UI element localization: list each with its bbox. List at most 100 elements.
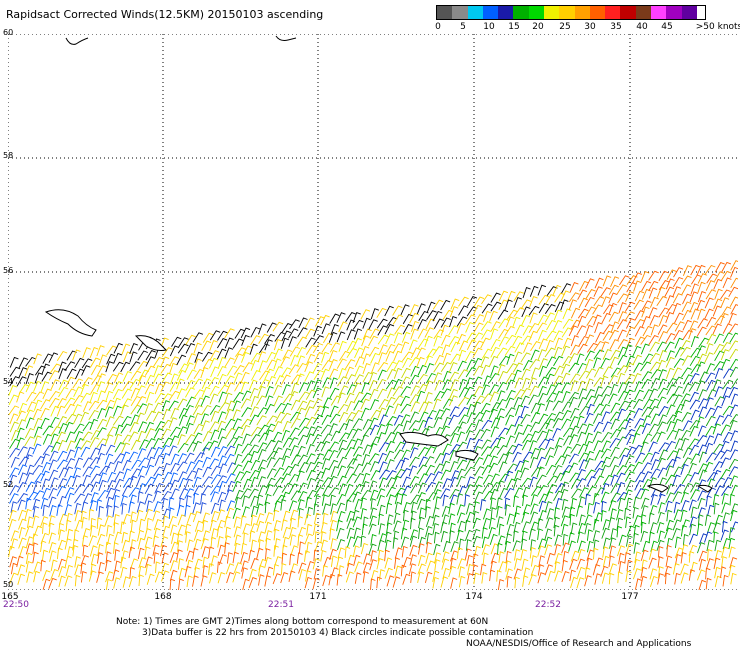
wind-barb xyxy=(224,418,236,429)
wind-barb xyxy=(50,426,62,437)
wind-barb xyxy=(360,346,370,358)
wind-barb xyxy=(465,367,477,378)
wind-barb xyxy=(201,485,212,496)
wind-barb xyxy=(169,552,179,564)
wind-barb xyxy=(690,506,698,519)
legend-swatch xyxy=(574,6,590,19)
wind-barb xyxy=(352,409,363,421)
wind-barb xyxy=(384,450,395,462)
wind-barb xyxy=(506,444,517,455)
wind-barb xyxy=(330,510,338,523)
wind-barb xyxy=(418,516,425,529)
wind-barb xyxy=(624,301,636,312)
wind-barb xyxy=(497,578,505,590)
wind-barb xyxy=(394,547,403,559)
wind-barb xyxy=(529,421,540,433)
wind-barb xyxy=(113,494,120,507)
wind-barb xyxy=(593,366,604,378)
wind-barb xyxy=(257,449,267,461)
wind-barb xyxy=(592,564,601,576)
wind-barb xyxy=(233,516,241,528)
wind-barb xyxy=(10,456,20,468)
wind-barb xyxy=(178,578,184,590)
wind-barb xyxy=(722,477,733,488)
wind-barb xyxy=(242,345,253,357)
footnote-line: NOAA/NESDIS/Office of Research and Appli… xyxy=(466,639,692,649)
wind-barb xyxy=(496,347,508,358)
wind-barb xyxy=(721,358,731,370)
wind-barb xyxy=(336,331,346,343)
wind-barb xyxy=(472,304,483,316)
wind-barb xyxy=(440,425,450,437)
wind-barb xyxy=(384,567,393,579)
wind-barb xyxy=(370,308,379,320)
wind-barb xyxy=(49,416,60,428)
wind-barb xyxy=(378,504,386,517)
wind-barb xyxy=(360,507,368,520)
wind-barb xyxy=(161,490,172,501)
wind-barb xyxy=(424,425,433,437)
wind-barb xyxy=(680,491,689,503)
wind-barb xyxy=(298,568,307,581)
wind-barb xyxy=(264,501,271,514)
wind-barb xyxy=(433,463,444,474)
wind-barb xyxy=(474,314,484,325)
wind-barb xyxy=(705,495,712,507)
wind-barb xyxy=(161,400,171,412)
wind-barb xyxy=(336,527,345,540)
wind-barb xyxy=(144,483,155,495)
wind-barb xyxy=(256,415,267,426)
wind-barb xyxy=(409,535,418,547)
wind-barb xyxy=(281,544,288,557)
wind-barb xyxy=(315,316,325,327)
wind-barb xyxy=(624,311,635,322)
wind-barb xyxy=(282,384,291,396)
wind-barb xyxy=(601,500,607,513)
wind-barb xyxy=(320,539,328,551)
wind-barb xyxy=(584,493,591,506)
wind-barb xyxy=(17,419,27,430)
wind-barb xyxy=(521,486,531,498)
legend-label: 45 xyxy=(661,22,673,32)
wind-barb xyxy=(377,325,388,336)
wind-barb xyxy=(705,407,715,419)
wind-barb xyxy=(337,475,347,487)
wind-barb xyxy=(553,490,563,502)
wind-barb xyxy=(448,530,455,542)
wind-barb xyxy=(539,358,548,370)
wind-barb xyxy=(280,356,290,367)
wind-barb xyxy=(186,369,197,380)
wind-barb xyxy=(362,419,373,430)
wind-barb xyxy=(65,388,76,399)
wind-barb xyxy=(256,494,264,506)
wind-barb xyxy=(481,571,488,584)
wind-barb xyxy=(90,517,96,530)
wind-barb xyxy=(105,541,111,554)
wind-barb xyxy=(90,481,101,493)
wind-barb xyxy=(449,316,458,328)
wind-barb xyxy=(488,408,498,420)
wind-barb xyxy=(272,321,284,332)
wind-barb xyxy=(513,307,525,318)
wind-barb xyxy=(144,536,153,548)
wind-barb xyxy=(24,472,34,484)
wind-barb xyxy=(505,560,512,572)
wind-barb xyxy=(610,367,622,378)
wind-barb xyxy=(226,365,238,376)
wind-barb xyxy=(570,443,581,454)
wind-barb xyxy=(562,464,574,475)
wind-barb xyxy=(240,371,250,383)
wind-barb xyxy=(577,397,587,408)
wind-barb xyxy=(593,340,605,351)
wind-barb xyxy=(249,387,259,399)
wind-barb xyxy=(570,478,581,490)
wind-barb xyxy=(714,333,724,344)
wind-barb xyxy=(722,431,733,443)
wind-barb xyxy=(25,543,34,555)
wind-barb xyxy=(554,570,563,582)
wind-barb xyxy=(192,378,204,389)
wind-barb xyxy=(633,496,640,508)
wind-barb xyxy=(409,304,419,315)
wind-barb xyxy=(514,576,520,589)
wind-barb xyxy=(377,549,384,562)
